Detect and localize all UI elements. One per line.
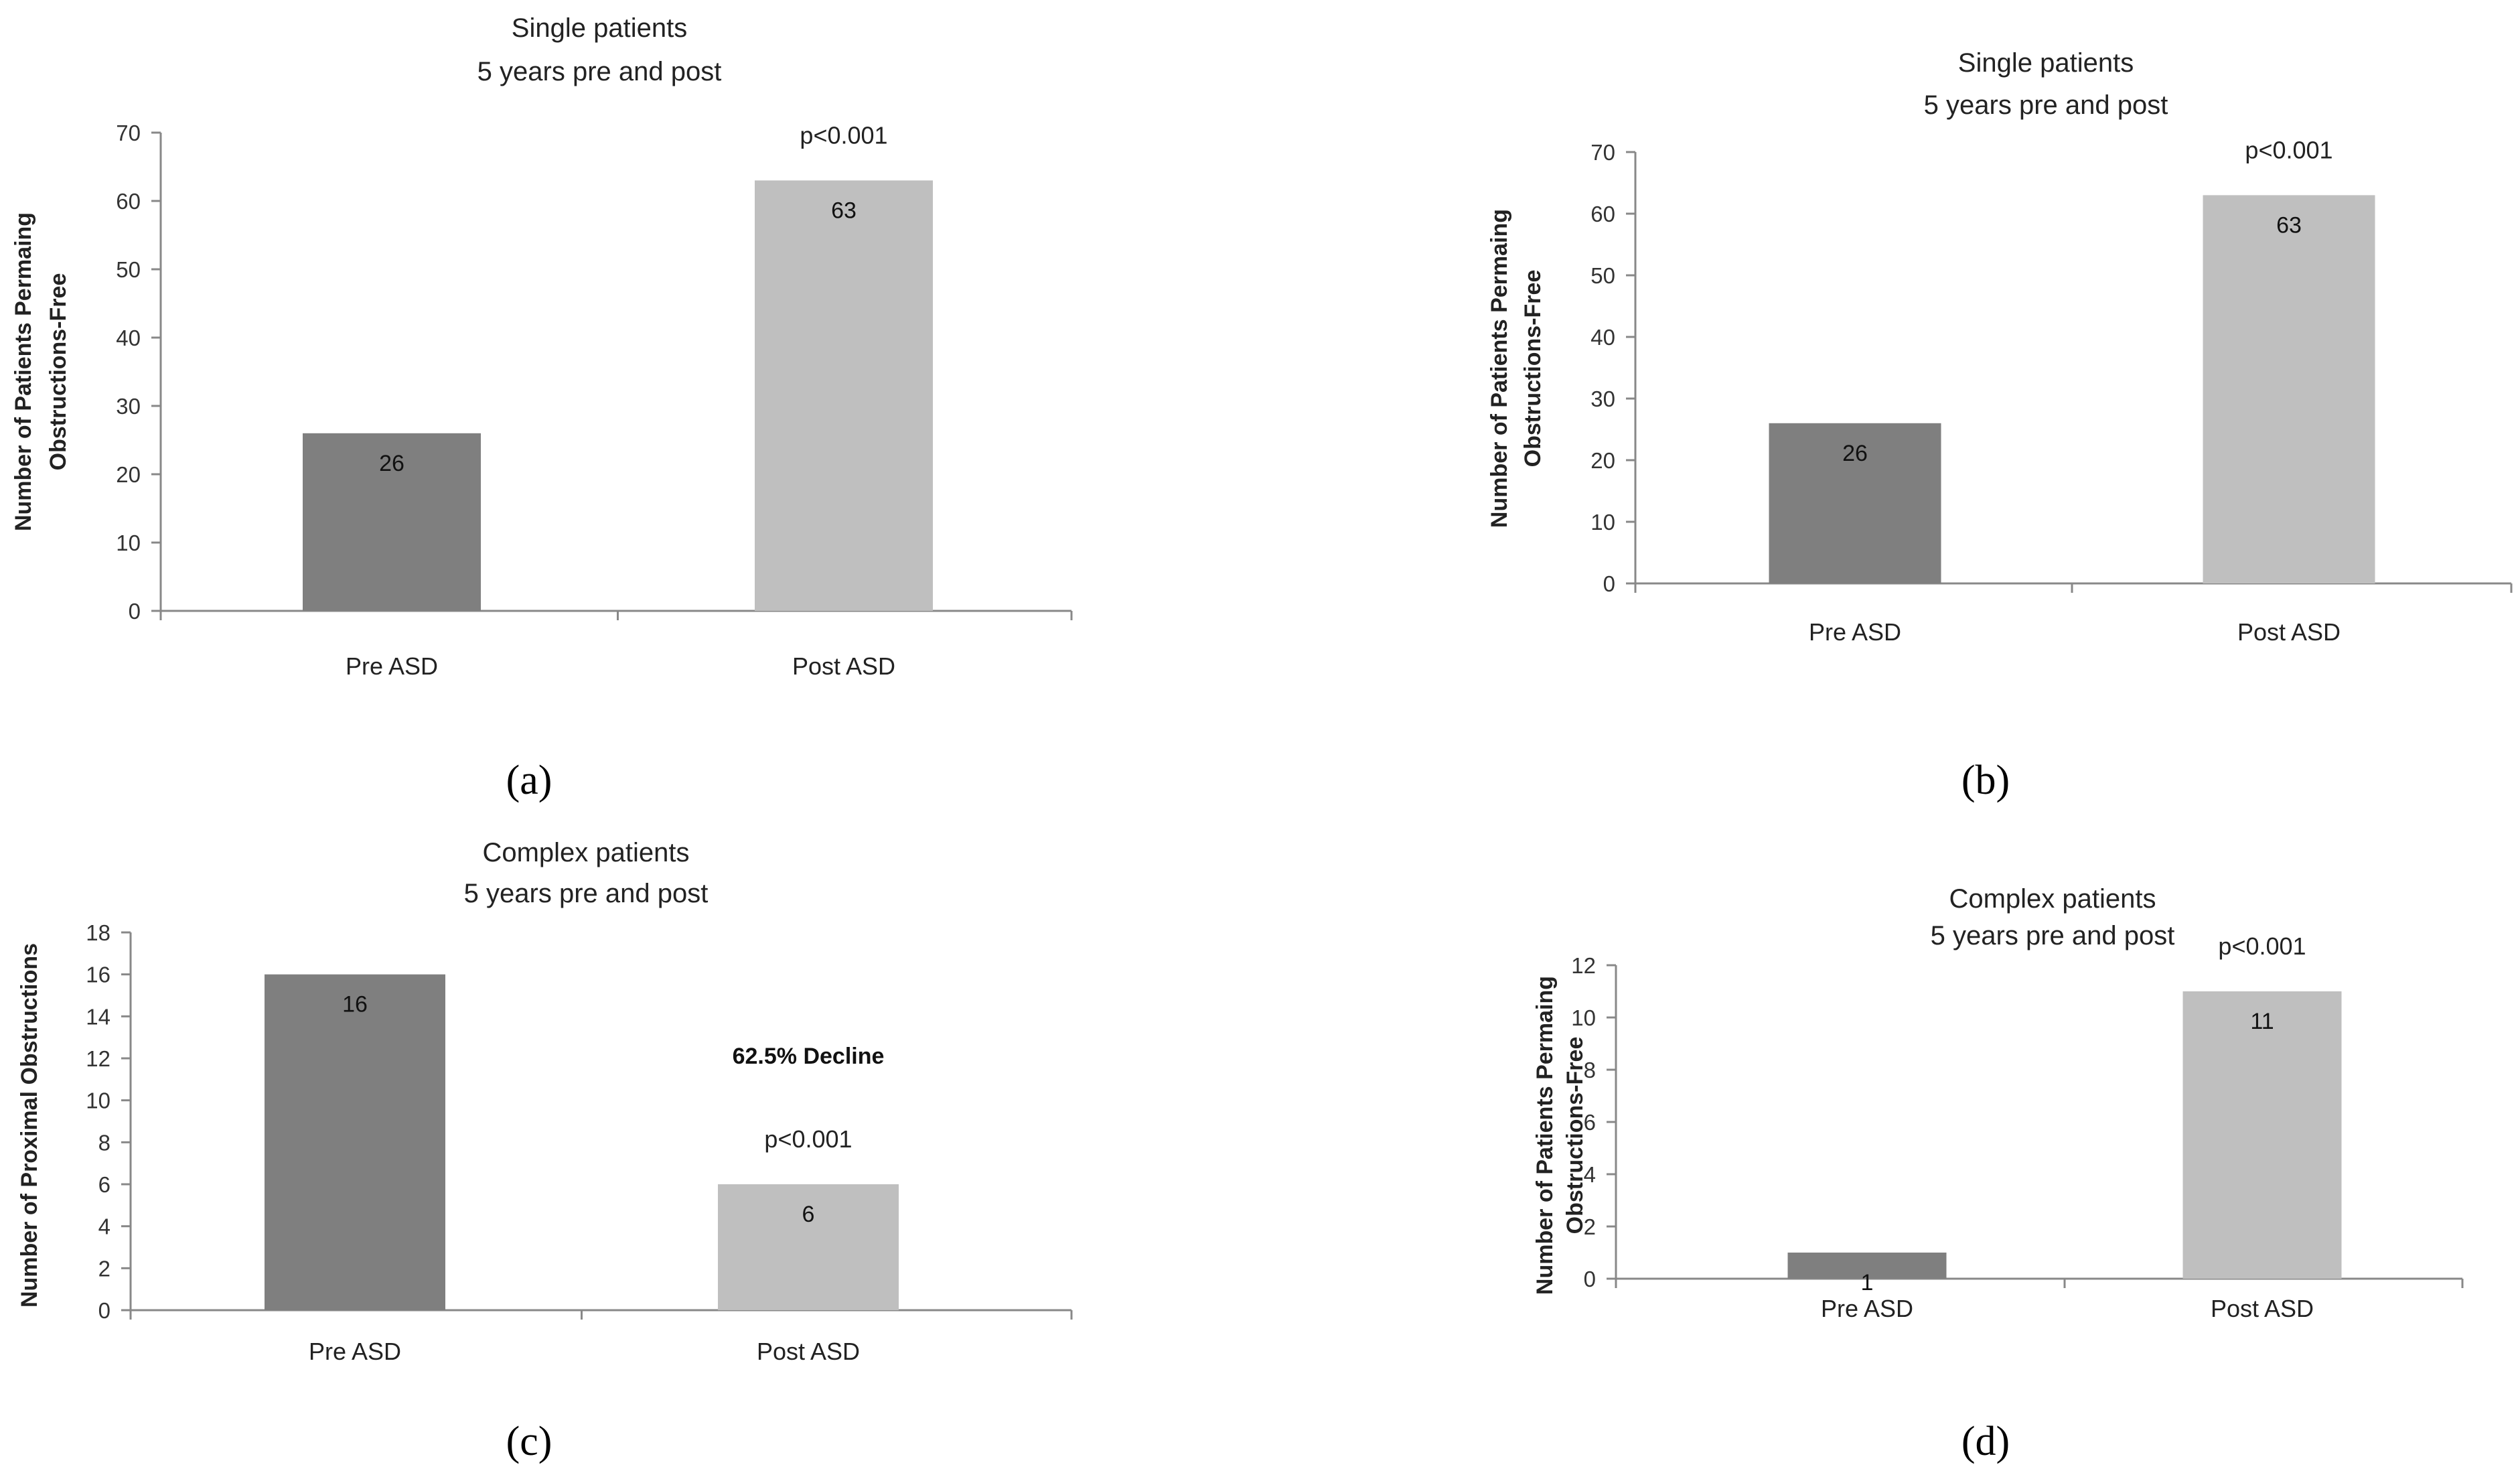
y-tick-label: 20: [1590, 448, 1615, 473]
y-tick-label: 12: [86, 1046, 110, 1071]
bar-post-asd: [755, 180, 933, 611]
category-label: Pre ASD: [1809, 618, 1901, 646]
y-axis-label: Number of Proximal Obstructions: [17, 943, 42, 1308]
data-label: 63: [2276, 212, 2302, 238]
y-tick-label: 6: [98, 1172, 110, 1197]
y-tick-label: 4: [98, 1214, 110, 1239]
y-axis-label: Obstructions-Free: [1562, 1037, 1588, 1234]
chart-title: 5 years pre and post: [1931, 921, 2175, 950]
y-tick-label: 60: [1590, 202, 1615, 226]
category-label: Pre ASD: [1821, 1295, 1913, 1322]
panel-b-chart: Single patients 5 years pre and post Numbe…: [1487, 48, 2513, 803]
chart-title: 5 years pre and post: [464, 879, 709, 908]
p-value-annotation: p<0.001: [2218, 932, 2306, 960]
category-label: Pre ASD: [346, 652, 438, 680]
panel-caption: (d): [1961, 1419, 2010, 1464]
chart-title: Complex patients: [1949, 884, 2156, 914]
y-tick-label: 2: [98, 1256, 110, 1281]
y-tick-label: 6: [1584, 1110, 1596, 1135]
y-tick-label: 40: [116, 326, 141, 350]
chart-title: Complex patients: [482, 838, 689, 867]
decline-annotation: 62.5% Decline: [733, 1044, 885, 1069]
y-tick-label: 14: [86, 1004, 110, 1029]
y-tick-label: 60: [116, 189, 141, 214]
data-label: 63: [831, 198, 857, 223]
y-tick-label: 12: [1571, 953, 1596, 978]
y-tick-label: 10: [1590, 510, 1615, 535]
bar-pre-asd: [1787, 1253, 1947, 1279]
panel-caption: (b): [1961, 758, 2010, 803]
y-tick-label: 2: [1584, 1214, 1596, 1239]
y-tick-label: 70: [1590, 140, 1615, 165]
y-tick-label: 8: [1584, 1058, 1596, 1082]
y-tick-label: 16: [86, 963, 110, 987]
y-axis-label: Obstructions-Free: [1520, 270, 1546, 468]
data-label: 1: [1861, 1270, 1874, 1295]
panel-c-chart: Complex patients 5 years pre and post Numb…: [17, 838, 1073, 1464]
bar-pre-asd: [303, 433, 481, 611]
y-axis-label: Number of Patients Permaing: [11, 212, 36, 531]
y-tick-label: 10: [1571, 1005, 1596, 1030]
category-label: Pre ASD: [309, 1338, 401, 1365]
y-tick-label: 70: [116, 121, 141, 145]
y-tick-label: 50: [1590, 263, 1615, 288]
y-tick-label: 50: [116, 257, 141, 282]
chart-title: 5 years pre and post: [477, 57, 722, 86]
y-tick-label: 30: [116, 394, 141, 419]
y-axis-label: Number of Patients Permaing: [1532, 976, 1558, 1295]
data-label: 26: [1842, 441, 1868, 466]
y-tick-label: 0: [129, 599, 141, 624]
panel-caption: (a): [506, 758, 552, 803]
y-tick-label: 0: [1584, 1267, 1596, 1291]
y-tick-label: 20: [116, 462, 141, 487]
category-label: Post ASD: [2211, 1295, 2314, 1322]
chart-title: Single patients: [512, 13, 687, 43]
data-label: 11: [2250, 1009, 2274, 1034]
category-label: Post ASD: [757, 1338, 860, 1365]
bar-post-asd: [2203, 195, 2375, 583]
panel-d-chart: Complex patients 5 years pre and post Numb…: [1532, 884, 2464, 1464]
data-label: 16: [342, 992, 368, 1017]
y-tick-label: 18: [86, 920, 110, 945]
y-tick-label: 10: [86, 1088, 110, 1113]
bar-pre-asd: [265, 974, 445, 1310]
p-value-annotation: p<0.001: [2245, 136, 2332, 163]
y-tick-label: 10: [116, 531, 141, 555]
y-tick-label: 0: [1603, 571, 1615, 596]
chart-title: Single patients: [1958, 48, 2134, 78]
bar-post-asd: [718, 1184, 899, 1310]
chart-title: 5 years pre and post: [1924, 90, 2168, 120]
data-label: 6: [802, 1202, 815, 1227]
category-label: Post ASD: [792, 652, 895, 680]
y-tick-label: 0: [98, 1298, 110, 1323]
bar-pre-asd: [1769, 423, 1941, 583]
category-label: Post ASD: [2237, 618, 2341, 646]
panel-a-chart: Single patients 5 years pre and post Numbe…: [11, 13, 1073, 803]
y-axis-label: Obstructions-Free: [46, 273, 71, 471]
p-value-annotation: p<0.001: [764, 1125, 852, 1153]
y-tick-label: 30: [1590, 386, 1615, 411]
y-tick-label: 4: [1584, 1162, 1596, 1187]
y-axis-label: Number of Patients Permaing: [1487, 209, 1512, 528]
panel-caption: (c): [506, 1419, 552, 1464]
y-tick-label: 8: [98, 1130, 110, 1155]
p-value-annotation: p<0.001: [800, 121, 887, 149]
y-tick-label: 40: [1590, 325, 1615, 350]
bar-post-asd: [2182, 991, 2342, 1279]
data-label: 26: [379, 451, 404, 476]
